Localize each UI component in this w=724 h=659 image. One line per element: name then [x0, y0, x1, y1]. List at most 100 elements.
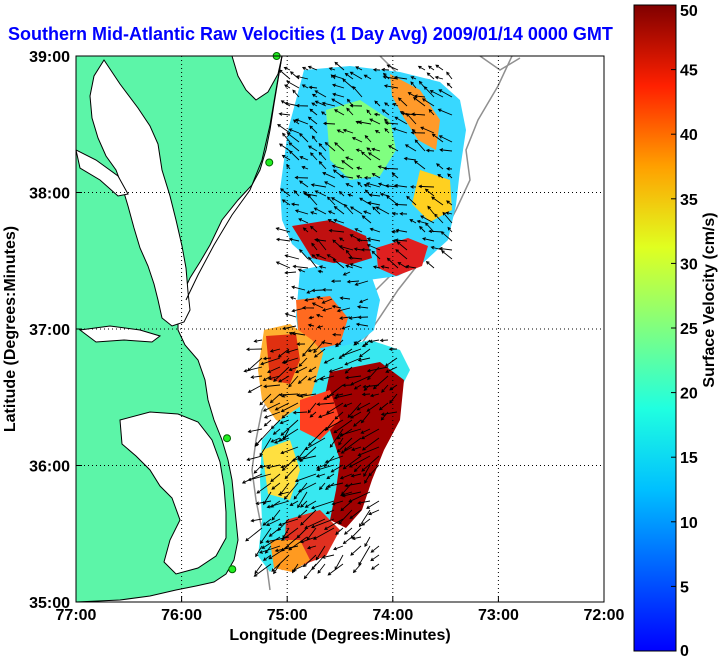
velocity-arrow: [361, 392, 371, 397]
velocity-arrow: [302, 306, 315, 310]
velocity-arrow: [357, 500, 371, 505]
velocity-arrow: [288, 331, 297, 336]
velocity-arrow: [342, 455, 362, 470]
velocity-arrow: [418, 184, 435, 189]
velocity-arrow: [330, 279, 342, 284]
velocity-arrow: [360, 151, 372, 161]
velocity-arrow: [265, 536, 290, 544]
velocity-arrow: [356, 305, 369, 309]
velocity-arrow: [253, 339, 263, 343]
velocity-arrow: [278, 518, 299, 527]
velocity-arrow: [254, 563, 263, 575]
velocity-arrow: [355, 66, 363, 71]
velocity-arrow: [366, 244, 381, 251]
velocity-arrow: [349, 71, 363, 80]
velocity-arrow: [395, 228, 408, 233]
velocity-arrow: [345, 375, 362, 380]
colorbar-label: Surface Velocity (cm/s): [701, 212, 718, 387]
velocity-arrow: [417, 65, 426, 71]
colorbar-tick-label: 45: [680, 63, 698, 80]
velocity-arrow: [399, 211, 408, 216]
velocity-arrow: [369, 227, 381, 233]
velocity-arrow: [371, 173, 381, 179]
velocity-arrow: [364, 339, 371, 346]
velocity-arrow: [325, 402, 344, 414]
velocity-arrow: [288, 142, 300, 152]
velocity-arrow: [395, 249, 408, 260]
velocity-arrow: [389, 393, 398, 404]
velocity-arrow: [342, 271, 351, 276]
velocity-arrow: [328, 67, 336, 71]
velocity-arrow: [363, 464, 371, 478]
velocity-arrow: [369, 118, 381, 125]
velocity-arrow: [247, 473, 272, 482]
velocity-arrow: [342, 536, 353, 545]
velocity-arrow: [331, 83, 345, 89]
velocity-arrow: [280, 446, 299, 455]
velocity-arrow: [352, 563, 362, 574]
velocity-arrow: [273, 437, 290, 444]
velocity-arrow: [288, 366, 299, 372]
velocity-arrow: [261, 536, 281, 549]
velocity-arrow: [345, 156, 354, 161]
velocity-arrow: [339, 473, 353, 480]
velocity-arrow: [318, 482, 326, 491]
velocity-arrow: [269, 393, 281, 404]
velocity-arrow: [431, 133, 444, 143]
velocity-arrow: [295, 103, 309, 108]
velocity-arrow: [269, 348, 281, 353]
velocity-arrow: [270, 419, 281, 430]
velocity-arrow: [310, 518, 335, 529]
velocity-arrow: [278, 69, 291, 80]
velocity-arrow: [295, 75, 309, 80]
y-tick-labels: 39:00 38:00 37:00 36:00 35:00: [29, 49, 82, 612]
velocity-arrow: [268, 545, 290, 560]
velocity-arrow: [250, 375, 263, 379]
velocity-arrow: [383, 166, 399, 171]
velocity-arrow: [333, 393, 353, 400]
velocity-arrow: [384, 357, 398, 367]
velocity-arrow: [358, 348, 371, 358]
velocity-arrow: [371, 563, 380, 570]
velocity-arrow: [262, 375, 272, 382]
velocity-arrow: [379, 338, 389, 343]
velocity-arrow: [347, 193, 354, 197]
velocity-arrow: [266, 464, 281, 470]
delmarva-coast: [185, 56, 283, 301]
velocity-arrow: [391, 211, 399, 216]
velocity-arrow: [404, 144, 417, 152]
velocity-arrow: [297, 268, 306, 273]
velocity-arrow: [403, 156, 417, 161]
velocity-arrow: [267, 375, 281, 381]
velocity-arrow: [352, 85, 363, 98]
velocity-arrow: [410, 130, 426, 135]
velocity-arrow: [280, 188, 291, 197]
velocity-arrow: [331, 164, 345, 170]
velocity-arrow: [302, 227, 309, 233]
velocity-arrow: [307, 375, 317, 381]
velocity-arrow: [299, 249, 309, 260]
velocity-arrow: [286, 80, 300, 89]
velocity-arrow: [301, 165, 309, 170]
colorbar-tick-label: 10: [680, 515, 698, 532]
velocity-arrow: [349, 206, 363, 215]
velocity-arrow: [336, 307, 351, 313]
velocity-arrow: [309, 225, 318, 233]
velocity-arrow: [333, 218, 345, 224]
colorbar-tick-label: 0: [680, 643, 689, 659]
velocity-arrow: [367, 201, 381, 206]
velocity-arrow: [307, 323, 315, 328]
x-tick-label: 77:00: [56, 607, 97, 624]
velocity-arrow: [447, 173, 453, 179]
velocity-arrow: [357, 446, 380, 457]
velocity-arrow: [326, 254, 336, 260]
velocity-arrow: [318, 142, 327, 152]
velocity-arrow: [335, 393, 344, 397]
velocity-arrow: [340, 348, 362, 357]
velocity-arrow: [328, 228, 345, 233]
velocity-arrow: [366, 500, 380, 509]
velocity-arrow: [343, 402, 353, 408]
velocity-arrow: [353, 419, 362, 427]
velocity-arrow: [371, 147, 381, 152]
velocity-arrow: [364, 536, 371, 548]
